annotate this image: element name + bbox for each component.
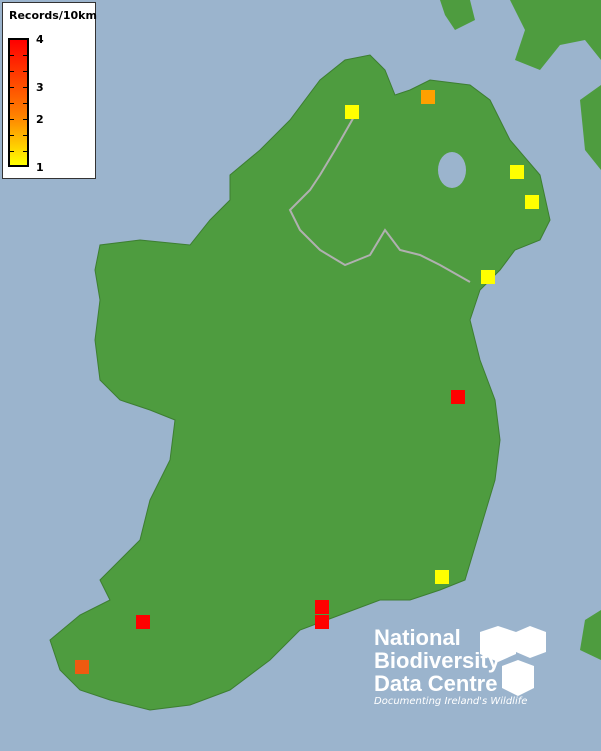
nbdc-logo: National Biodiversity Data Centre Docume… (374, 626, 527, 707)
record-square[interactable] (136, 615, 150, 629)
wales-coast (580, 610, 601, 660)
record-square[interactable] (451, 390, 465, 404)
ireland-landmass (49, 54, 551, 711)
legend-label-3: 3 (36, 81, 44, 94)
record-square[interactable] (421, 90, 435, 104)
logo-tagline: Documenting Ireland's Wildlife (374, 696, 528, 707)
record-square[interactable] (435, 570, 449, 584)
ni-border (288, 114, 471, 283)
scotland-landmass (440, 0, 475, 30)
logo-line-2: Biodiversity (374, 648, 500, 673)
record-square[interactable] (75, 660, 89, 674)
logo-line-1: National (374, 625, 461, 650)
legend: Records/10km 4 3 2 1 (2, 2, 97, 179)
record-square[interactable] (315, 615, 329, 629)
scotland-coast (580, 85, 601, 170)
legend-title: Records/10km (9, 9, 97, 22)
logo-hexagons-icon (480, 626, 546, 696)
legend-label-2: 2 (36, 113, 44, 126)
legend-label-4: 4 (36, 33, 44, 46)
lough-neagh (438, 152, 466, 188)
record-square[interactable] (510, 165, 524, 179)
record-square[interactable] (345, 105, 359, 119)
legend-label-1: 1 (36, 161, 44, 174)
record-square[interactable] (481, 270, 495, 284)
record-square[interactable] (525, 195, 539, 209)
scotland-island (510, 0, 601, 70)
logo-line-3: Data Centre (374, 671, 498, 696)
record-square[interactable] (315, 600, 329, 614)
color-ramp (8, 38, 29, 167)
